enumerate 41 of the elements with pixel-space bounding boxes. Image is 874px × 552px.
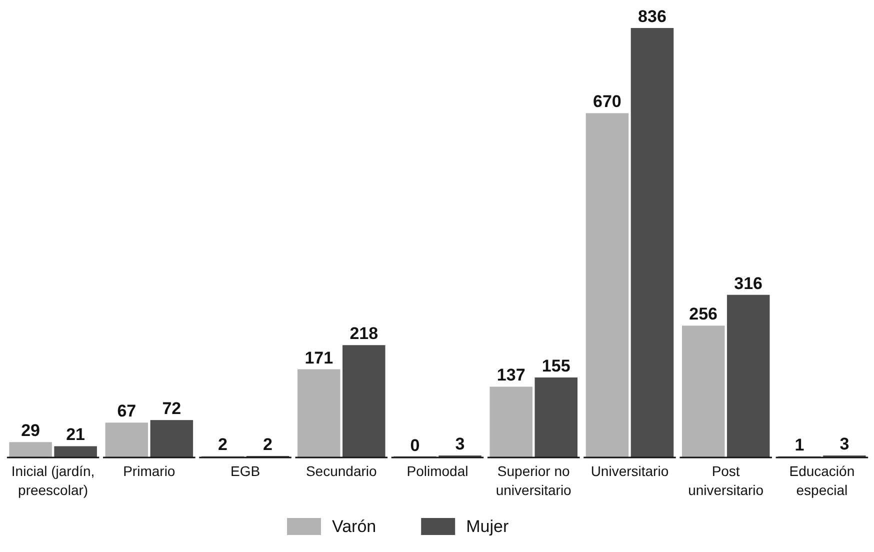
bar [534, 377, 578, 457]
data-label: 670 [593, 92, 622, 112]
data-label: 0 [410, 436, 420, 455]
data-label: 218 [350, 324, 378, 344]
x-tick-label: EGB [230, 463, 260, 479]
bar [682, 326, 725, 457]
data-label: 316 [734, 274, 763, 293]
data-label: 3 [455, 434, 465, 454]
data-label: 67 [117, 402, 136, 421]
bar [54, 446, 97, 457]
data-label: 137 [496, 366, 526, 385]
x-tick-label: Primario [123, 463, 176, 479]
bar [630, 28, 674, 457]
data-label: 72 [162, 399, 182, 418]
bar [9, 442, 52, 457]
x-tick-label: Educación especial [789, 463, 855, 498]
bar [586, 113, 629, 457]
data-label: 2 [263, 434, 273, 454]
data-label: 3 [840, 434, 850, 454]
legend-label: Mujer [466, 517, 509, 536]
legend-label: Varón [332, 517, 376, 536]
data-label: 171 [304, 348, 334, 368]
bar [298, 369, 340, 457]
bar [490, 386, 532, 457]
data-label: 21 [66, 425, 86, 444]
x-tick-label: Secundario [306, 463, 378, 479]
data-label: 1 [794, 435, 804, 454]
bar [150, 420, 194, 457]
x-tick-label: Superior no universitario [496, 463, 572, 498]
data-label: 155 [542, 356, 570, 376]
data-label: 256 [689, 304, 718, 324]
x-tick-label: Inicial (jardín, preescolar) [11, 463, 95, 498]
bar [105, 422, 148, 457]
data-label: 2 [218, 434, 228, 454]
bar [342, 345, 386, 457]
x-tick-label: Polimodal [406, 463, 468, 479]
x-tick-label: Post universitario [688, 463, 764, 498]
x-tick-label: Universitario [590, 463, 669, 479]
data-label: 29 [21, 421, 40, 440]
bar [726, 294, 770, 457]
data-label: 836 [638, 7, 666, 26]
